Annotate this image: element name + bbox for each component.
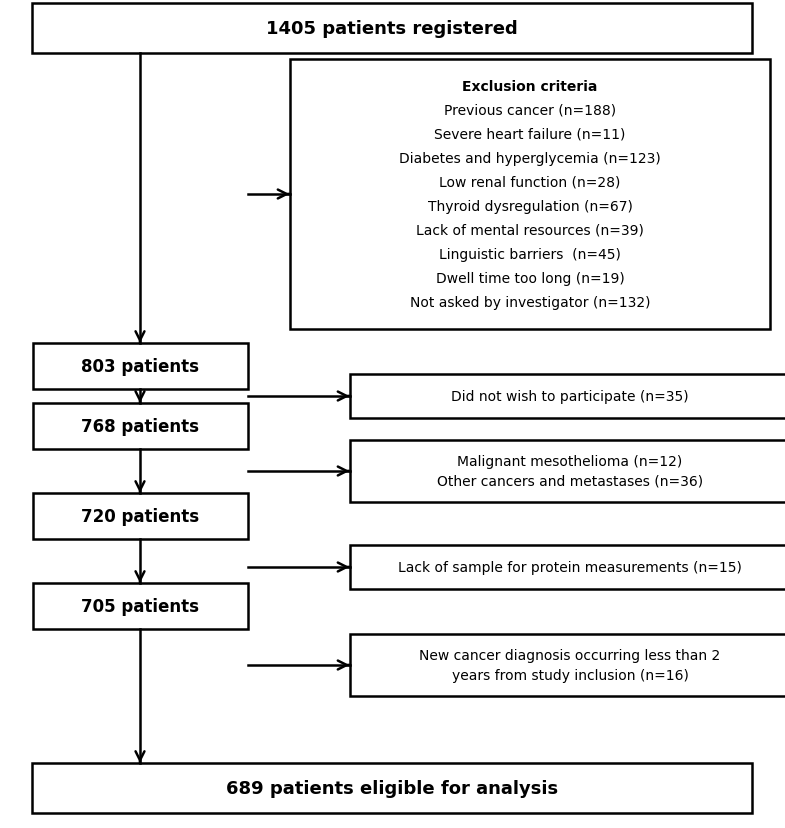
Text: 705 patients: 705 patients <box>81 597 199 615</box>
Bar <box>290 60 770 330</box>
Bar <box>32 763 752 813</box>
Text: Severe heart failure (n=11): Severe heart failure (n=11) <box>434 128 626 142</box>
Text: Lack of mental resources (n=39): Lack of mental resources (n=39) <box>416 224 644 238</box>
Text: Did not wish to participate (n=35): Did not wish to participate (n=35) <box>451 389 688 403</box>
Bar <box>350 634 785 696</box>
Bar <box>350 546 785 590</box>
Text: 803 patients: 803 patients <box>81 358 199 376</box>
Text: 1405 patients registered: 1405 patients registered <box>266 20 518 38</box>
Bar <box>32 493 247 539</box>
Bar <box>350 374 785 418</box>
Text: Thyroid dysregulation (n=67): Thyroid dysregulation (n=67) <box>428 200 633 214</box>
Text: 768 patients: 768 patients <box>81 417 199 436</box>
Text: Not asked by investigator (n=132): Not asked by investigator (n=132) <box>410 296 650 310</box>
Bar <box>350 440 785 503</box>
Text: years from study inclusion (n=16): years from study inclusion (n=16) <box>451 668 688 682</box>
Text: Other cancers and metastases (n=36): Other cancers and metastases (n=36) <box>437 474 703 489</box>
Text: Lack of sample for protein measurements (n=15): Lack of sample for protein measurements … <box>398 561 742 575</box>
Text: New cancer diagnosis occurring less than 2: New cancer diagnosis occurring less than… <box>419 648 721 662</box>
Bar <box>32 583 247 629</box>
Text: Malignant mesothelioma (n=12): Malignant mesothelioma (n=12) <box>458 455 683 469</box>
Bar <box>32 344 247 389</box>
Text: Linguistic barriers  (n=45): Linguistic barriers (n=45) <box>439 248 621 262</box>
Text: Low renal function (n=28): Low renal function (n=28) <box>440 176 621 190</box>
Text: Exclusion criteria: Exclusion criteria <box>462 80 597 94</box>
Bar <box>32 403 247 450</box>
Text: Dwell time too long (n=19): Dwell time too long (n=19) <box>436 272 624 286</box>
Text: 720 patients: 720 patients <box>81 508 199 525</box>
Text: 689 patients eligible for analysis: 689 patients eligible for analysis <box>226 779 558 797</box>
Text: Diabetes and hyperglycemia (n=123): Diabetes and hyperglycemia (n=123) <box>399 152 661 166</box>
Text: Previous cancer (n=188): Previous cancer (n=188) <box>444 104 616 118</box>
Bar <box>32 4 752 54</box>
